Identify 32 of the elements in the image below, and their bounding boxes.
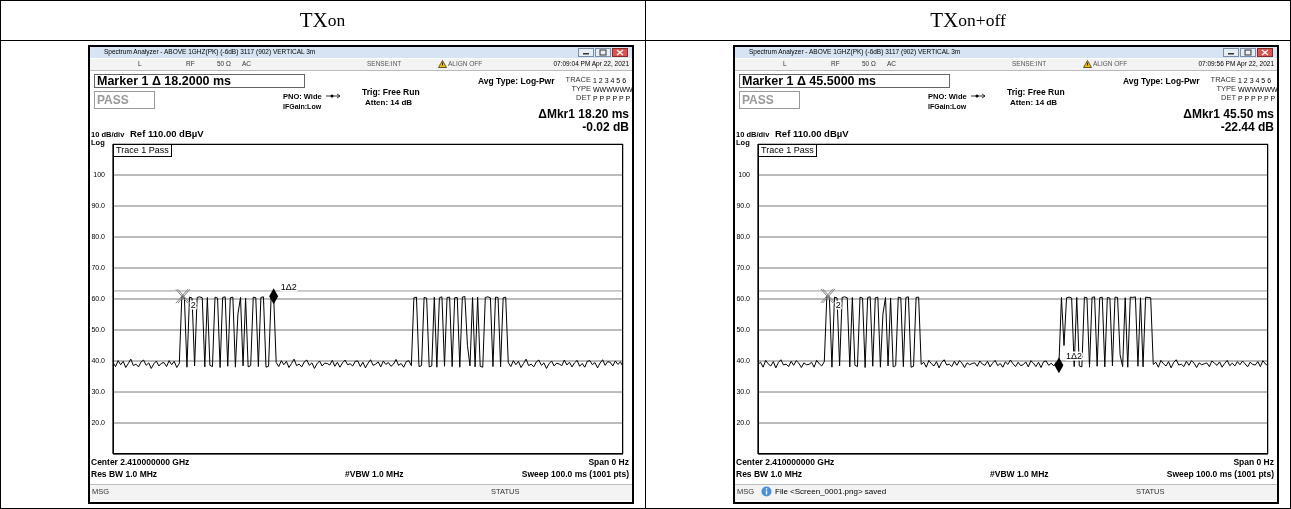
text: Sweep 100.0 ms (1001 pts) xyxy=(521,468,629,479)
series-label: 2 xyxy=(835,299,841,310)
text: Atten: 14 dB xyxy=(365,98,413,107)
annotation: Trace 1 Pass xyxy=(758,144,817,157)
text: -0.02 dB xyxy=(582,120,629,134)
text: Ref 110.00 dBµV xyxy=(775,127,849,139)
text: PASS xyxy=(94,91,155,109)
text: Center 2.410000000 GHz xyxy=(736,457,835,467)
text: Span 0 Hz xyxy=(1233,457,1274,467)
text: Span 0 Hz xyxy=(588,457,629,467)
text: Center 2.410000000 GHz xyxy=(91,457,190,467)
text: Ref 110.00 dBµV xyxy=(130,127,204,139)
text: Avg Type: Log-Pwr xyxy=(1123,76,1200,86)
text: ΔMkr1 45.50 ms xyxy=(1183,107,1274,121)
text: ΔMkr1 18.20 ms xyxy=(538,107,629,121)
annotation: Trace 1 Pass xyxy=(113,144,172,157)
text: Trig: Free Run xyxy=(1007,87,1065,97)
text: #VBW 1.0 MHz xyxy=(345,468,404,479)
text: Res BW 1.0 MHz xyxy=(91,468,158,479)
text: Trig: Free Run xyxy=(362,87,420,97)
text: Marker 1 Δ 45.5000 ms xyxy=(739,73,950,88)
text: Marker 1 Δ 18.2000 ms xyxy=(94,73,305,88)
text: -22.44 dB xyxy=(1220,120,1274,134)
text: File <Screen_0001.png> saved xyxy=(775,486,887,496)
text: Avg Type: Log-Pwr xyxy=(478,76,555,86)
series-label: 2 xyxy=(190,300,196,311)
text: Atten: 14 dB xyxy=(1010,98,1058,107)
text: #VBW 1.0 MHz xyxy=(990,468,1049,479)
text: Sweep 100.0 ms (1001 pts) xyxy=(1166,468,1274,479)
series-label: 1Δ2 xyxy=(280,282,297,293)
text: Res BW 1.0 MHz xyxy=(736,468,803,479)
text: PASS xyxy=(739,91,800,109)
